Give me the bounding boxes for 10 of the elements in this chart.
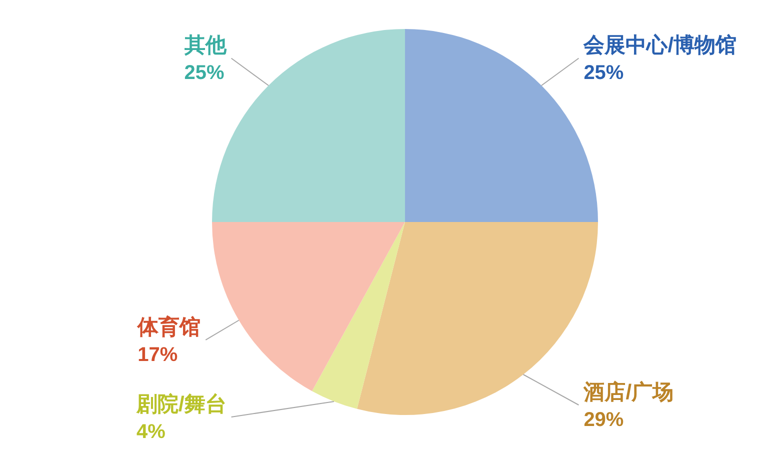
data-label: 25% [584,62,624,84]
data-label: 17% [138,344,178,366]
data-label: 29% [584,409,624,431]
slice-label: 其他 [183,34,228,58]
slice-label: 会展中心/博物馆 [582,33,737,58]
slice-label: 酒店/广场 [582,380,674,404]
data-label: 25% [184,62,225,84]
data-label: 4% [136,421,166,443]
slice-label: 体育馆 [136,314,201,339]
slice-label: 剧院/舞台 [135,392,226,416]
